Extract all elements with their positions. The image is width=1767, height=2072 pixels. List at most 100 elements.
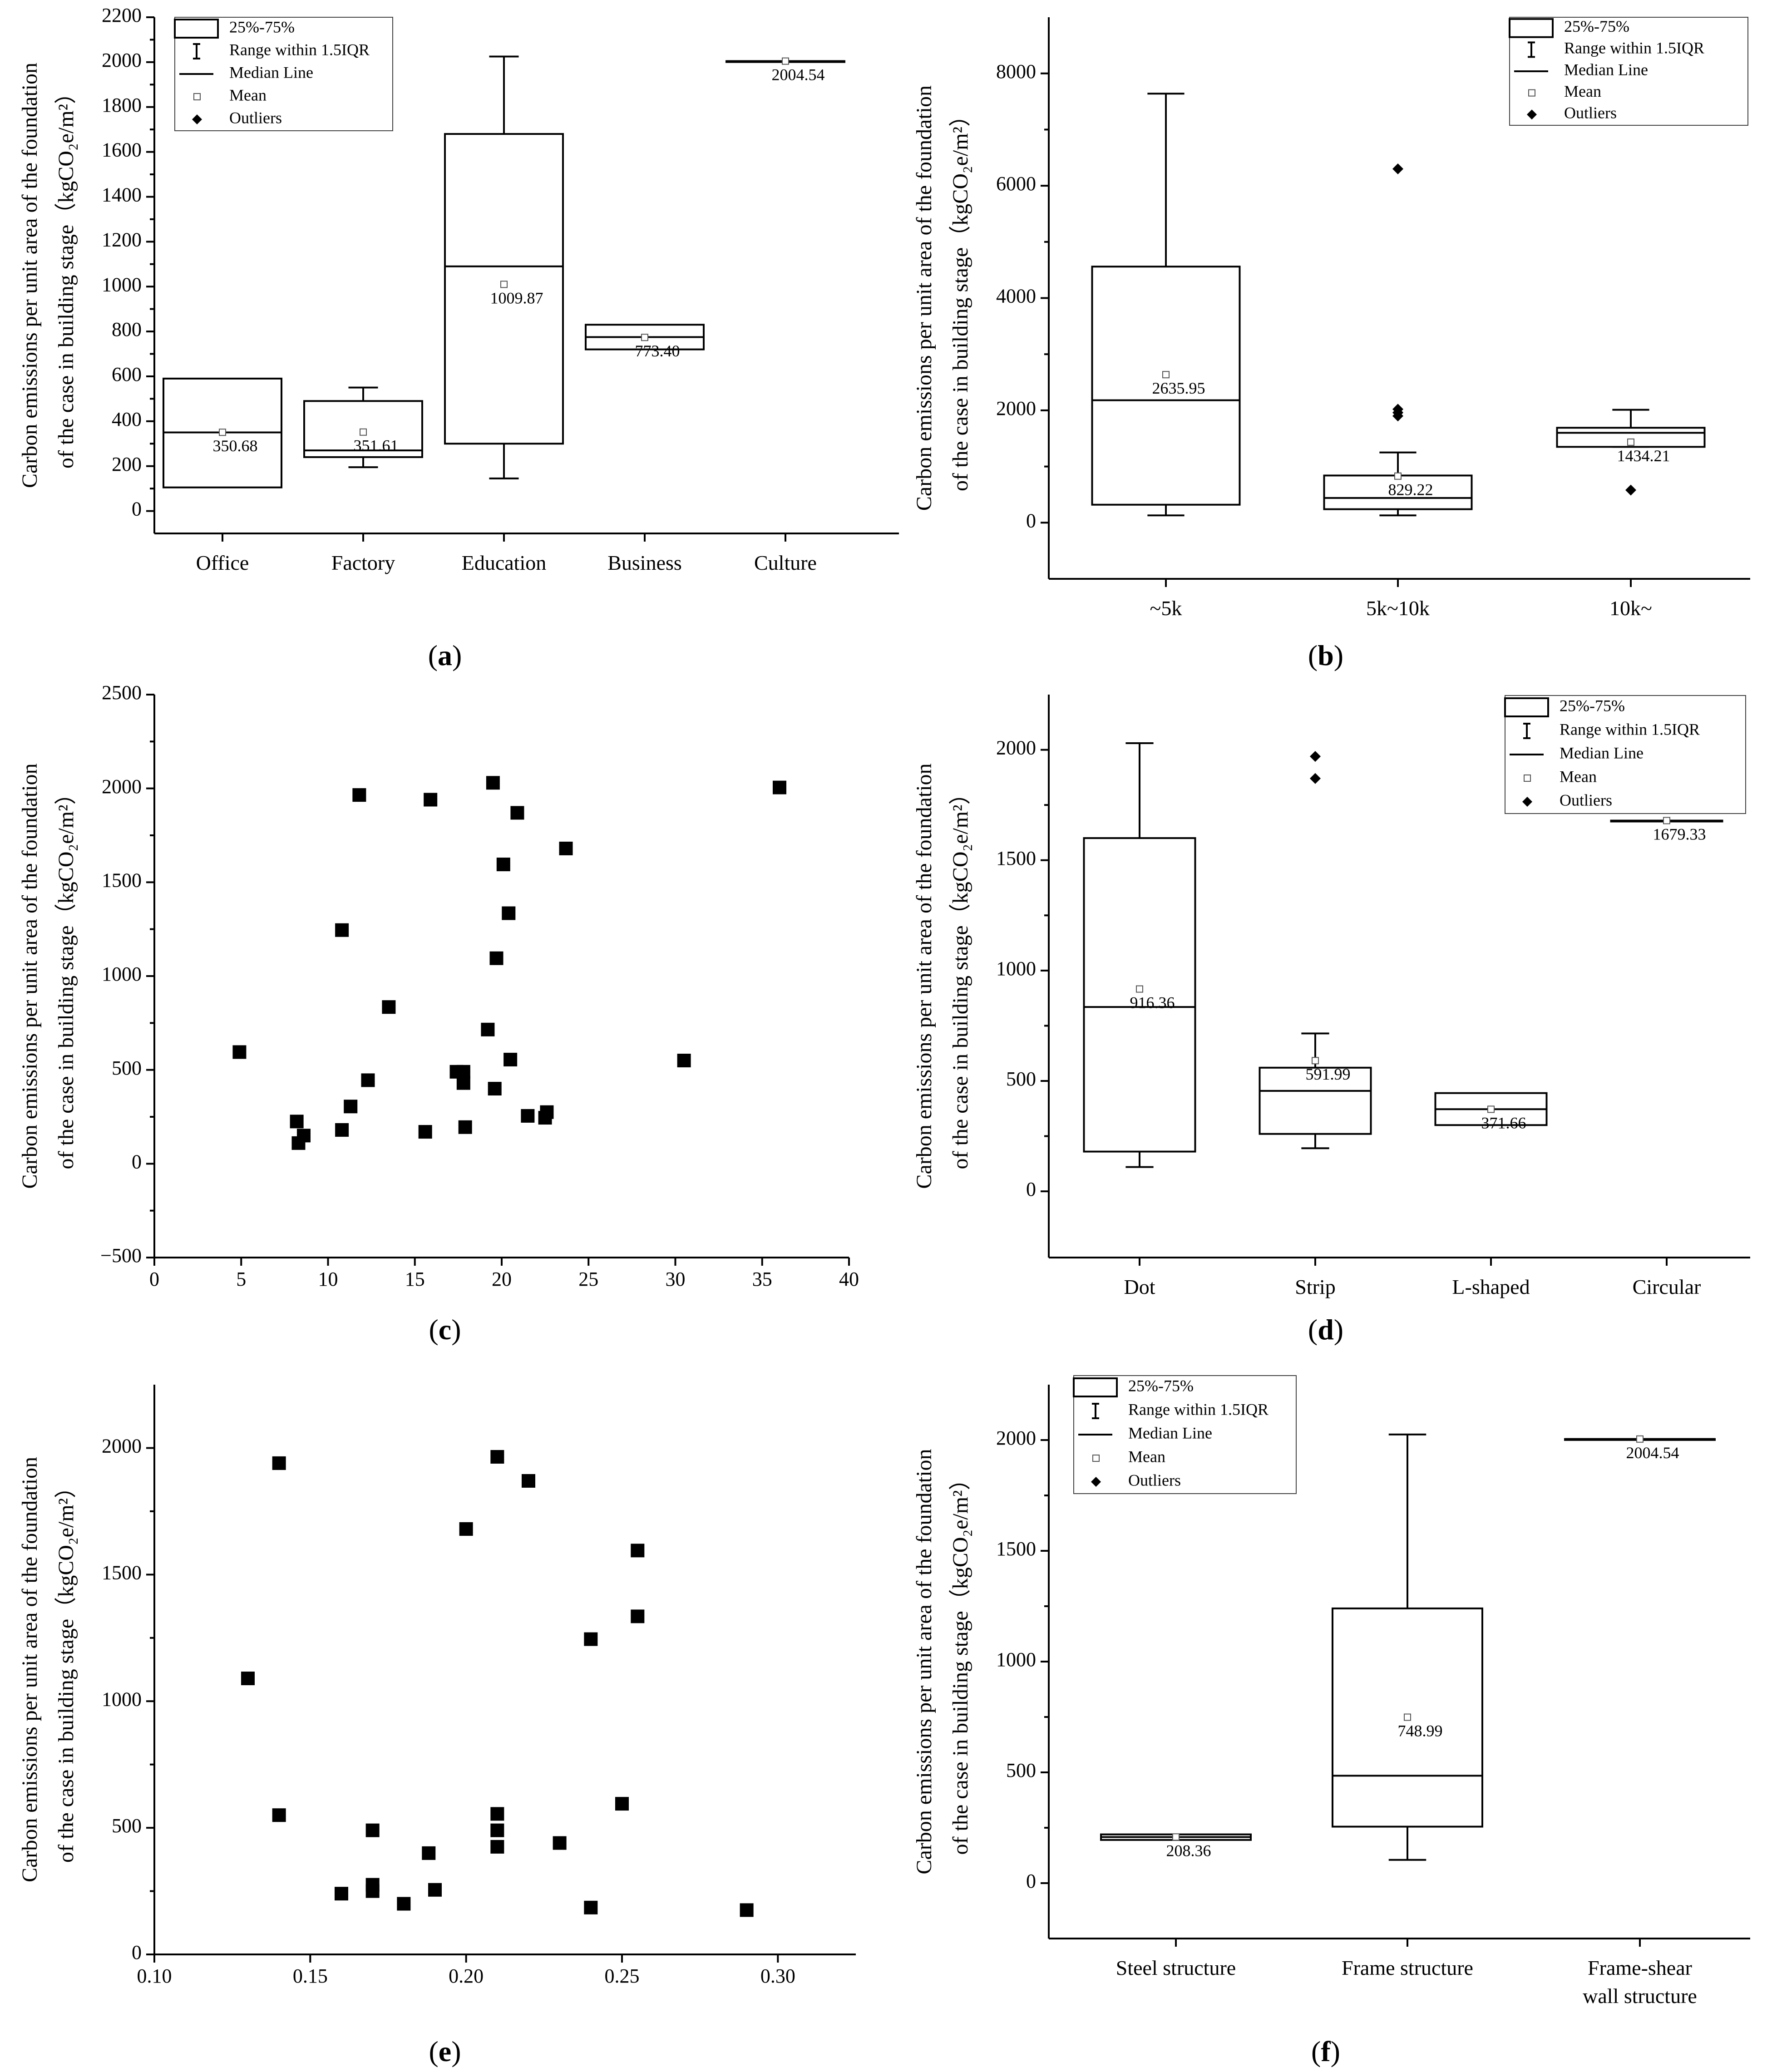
outlier-point [1625,484,1636,496]
legend-label-mean: Mean [1560,767,1597,785]
scatter-point [773,780,786,794]
y-tick-label: 2000 [102,49,142,71]
mean-value-label: 829.22 [1388,481,1433,499]
scatter-point [382,1000,396,1014]
x-tick-label: Culture [754,551,817,574]
y-tick-label: 2000 [102,775,142,798]
legend-box-symbol [174,19,219,39]
legend-label-mean: Mean [1564,82,1601,100]
mean-marker [1627,438,1634,446]
legend-label-whisker: Range within 1.5IQR [1128,1400,1268,1418]
x-tick-label: 25 [578,1268,598,1290]
x-tick-label: 35 [752,1268,772,1290]
iqr-box [1259,1066,1372,1135]
x-tick-label: Office [196,551,249,574]
legend-outlier-symbol [1527,109,1537,120]
y-axis-label-line2: of the case in building stage（kgCO₂e/m²） [948,105,972,491]
mean-marker [1636,1435,1644,1443]
y-axis-label-line2: of the case in building stage（kgCO₂e/m²） [54,783,78,1169]
y-tick-label: 500 [112,1815,142,1837]
y-tick-label: 6000 [996,173,1036,195]
x-tick-label: 20 [492,1268,512,1290]
x-tick-label: 0.30 [760,1965,795,1987]
y-axis-label-line1: Carbon emissions per unit area of the fo… [18,763,42,1189]
scatter-point [488,1082,502,1095]
mean-value-label: 916.36 [1130,994,1175,1012]
mean-marker [1404,1713,1411,1721]
legend-label-outliers: Outliers [1560,791,1612,809]
mean-marker [1136,985,1143,993]
y-tick-label: 2000 [996,737,1036,759]
box--5k: 2635.95 [1091,93,1241,517]
scatter-point [496,858,510,872]
legend-label-median: Median Line [229,63,313,81]
panel-b: Carbon emissions per unit area of the fo… [912,17,1750,671]
panel-letter: b [1318,639,1334,671]
x-tick-label: 10k~ [1609,597,1652,620]
legend-mean-symbol [1528,89,1535,97]
x-tick-label: 0 [149,1268,159,1290]
mean-value-label: 773.40 [635,342,680,360]
scatter-point [521,1109,535,1123]
mean-value-label: 2635.95 [1152,379,1205,397]
panel-label: (f) [1311,2035,1340,2067]
y-tick-label: 1600 [102,139,142,161]
y-axis-label-line1: Carbon emissions per unit area of the fo… [912,85,936,511]
y-axis-label-line2: of the case in building stage（kgCO₂e/m²） [948,1469,972,1855]
y-tick-label: 0 [1026,509,1036,532]
legend-label-box: 25%-75% [229,18,295,36]
x-tick-label: 0.25 [605,1965,640,1987]
y-axis-label-line1: Carbon emissions per unit area of the fo… [18,1457,42,1882]
y-tick-label: 2000 [102,1435,142,1457]
box-education: 1009.87 [444,55,564,479]
scatter-point [490,1450,504,1464]
scatter-point [296,1129,311,1143]
legend-box-symbol [1509,18,1554,38]
y-tick-label: 800 [112,318,142,340]
box-office: 350.68 [163,377,282,488]
scatter-point [490,1840,504,1854]
mean-marker [1394,472,1402,480]
mean-marker [1663,817,1670,824]
mean-marker [500,281,508,288]
scatter-point [489,951,503,965]
x-tick-label: Frame-shear [1588,1956,1692,1979]
legend-label-box: 25%-75% [1560,696,1625,715]
scatter-point [559,841,573,855]
box-5k-10k: 829.22 [1323,163,1473,517]
y-axis-label-line1: Carbon emissions per unit area of the fo… [912,1449,936,1874]
y-tick-label: 1000 [996,957,1036,980]
scatter-point [335,1123,349,1137]
mean-value-label: 1434.21 [1617,447,1670,465]
box-factory: 351.61 [303,386,423,469]
y-tick-label: 1800 [102,94,142,116]
box-l-shaped: 371.66 [1434,1092,1548,1132]
y-tick-label: 500 [1006,1068,1036,1090]
y-tick-label: 8000 [996,60,1036,83]
y-tick-label: 1000 [102,963,142,985]
scatter-point [584,1632,598,1646]
legend-label-whisker: Range within 1.5IQR [1560,720,1700,738]
mean-marker [1172,1833,1180,1841]
legend-mean-symbol [1524,775,1531,782]
x-tick-label: 5k~10k [1366,597,1430,620]
x-tick-label: 0.20 [449,1965,484,1987]
mean-marker [360,428,367,436]
x-tick-label: 0.15 [293,1965,328,1987]
panel-a: Carbon emissions per unit area of the fo… [18,4,899,671]
scatter-point [486,776,500,790]
legend-box-symbol [1073,1377,1118,1397]
x-tick-label: 40 [839,1268,859,1290]
scatter-point [631,1544,645,1558]
panel-label: (b) [1308,639,1343,671]
y-tick-label: 1500 [996,847,1036,869]
iqr-box [1091,266,1241,506]
scatter-point [335,1887,348,1901]
legend-label-median: Median Line [1128,1424,1212,1442]
legend: 25%-75% Range within 1.5IQR Median Line Mea… [1073,1375,1297,1494]
panel-label: (e) [429,2035,461,2067]
box-culture: 2004.54 [726,57,845,84]
scatter-point [272,1808,286,1822]
legend: 25%-75% Range within 1.5IQR Median Line Mea… [1509,17,1748,126]
y-tick-label: 200 [112,453,142,475]
